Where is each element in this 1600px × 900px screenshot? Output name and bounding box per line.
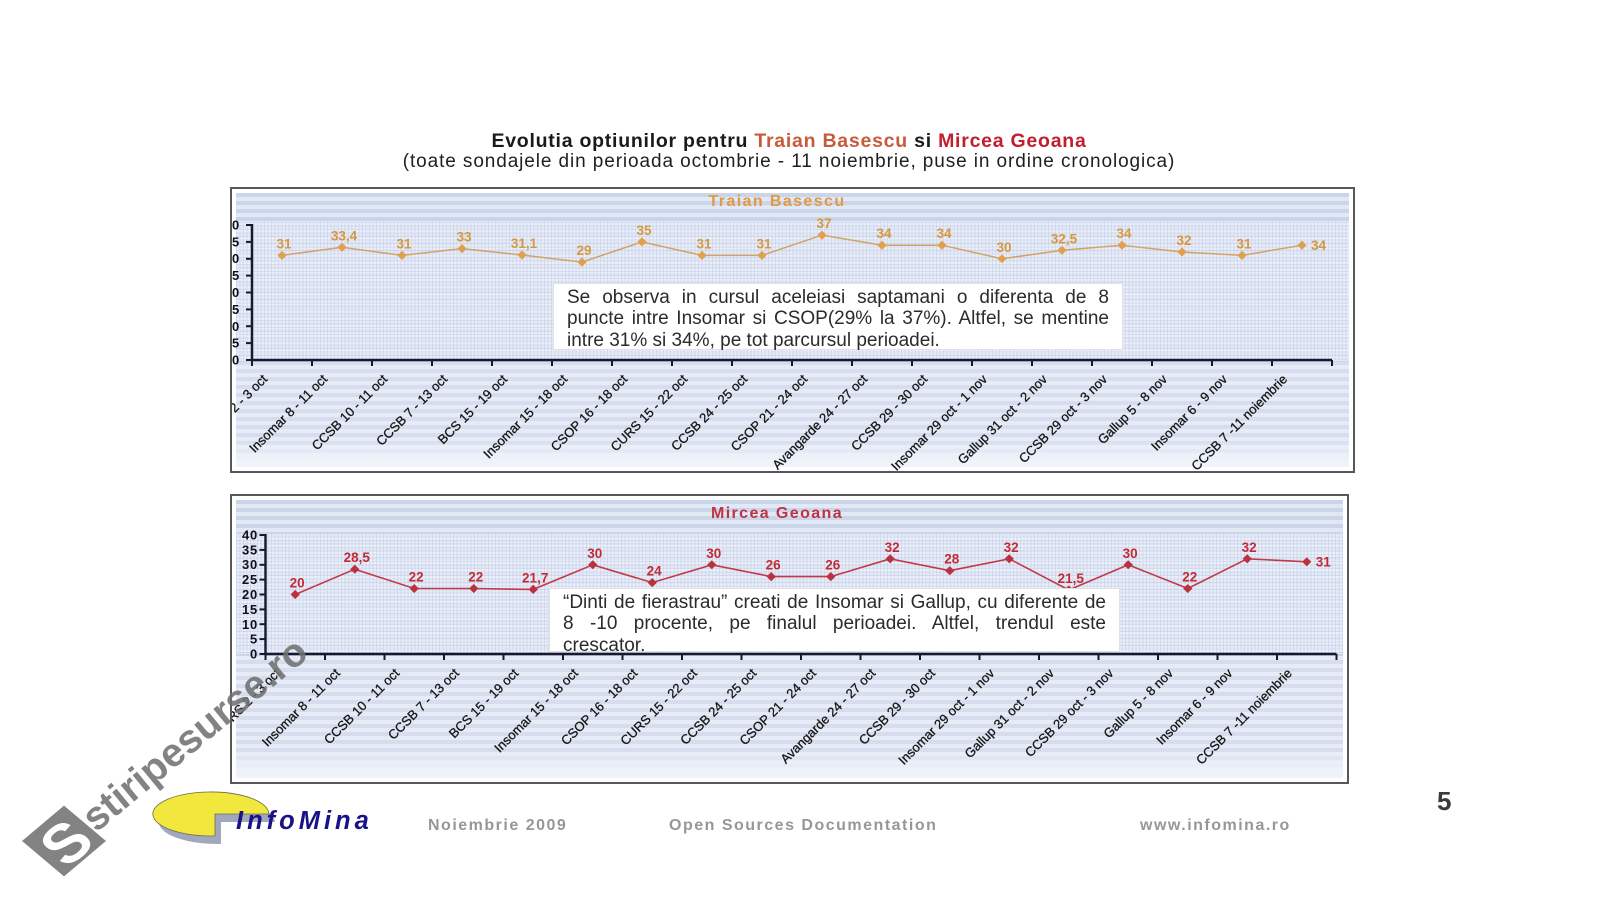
- svg-text:35: 35: [242, 542, 258, 557]
- svg-text:30: 30: [706, 546, 721, 561]
- svg-text:35: 35: [636, 223, 652, 238]
- svg-text:28,5: 28,5: [344, 550, 371, 565]
- svg-text:10: 10: [242, 617, 258, 632]
- svg-text:34: 34: [1116, 226, 1132, 241]
- svg-text:32: 32: [1242, 540, 1257, 555]
- svg-text:34: 34: [876, 226, 892, 241]
- svg-text:25: 25: [230, 268, 240, 283]
- svg-text:35: 35: [230, 234, 240, 249]
- svg-text:21,7: 21,7: [522, 570, 548, 585]
- svg-text:22: 22: [409, 570, 424, 585]
- svg-text:InfoMina: InfoMina: [236, 807, 373, 835]
- svg-text:5: 5: [232, 336, 240, 351]
- svg-text:32: 32: [1004, 540, 1019, 555]
- svg-text:30: 30: [587, 546, 602, 561]
- svg-text:31: 31: [1316, 554, 1332, 569]
- svg-text:31: 31: [1236, 236, 1252, 251]
- svg-text:29: 29: [576, 243, 591, 258]
- svg-text:0: 0: [250, 647, 258, 662]
- svg-text:33: 33: [456, 230, 472, 245]
- svg-text:32: 32: [885, 540, 900, 555]
- svg-text:30: 30: [996, 240, 1011, 255]
- svg-text:20: 20: [290, 576, 305, 591]
- svg-text:34: 34: [1311, 238, 1327, 253]
- svg-text:40: 40: [230, 218, 240, 233]
- svg-text:10: 10: [230, 319, 240, 334]
- svg-text:31,1: 31,1: [511, 236, 538, 251]
- svg-text:32: 32: [1176, 233, 1191, 248]
- svg-text:stiripesurse.ro: stiripesurse.ro: [74, 629, 316, 840]
- svg-text:31: 31: [396, 236, 412, 251]
- svg-text:26: 26: [825, 558, 841, 573]
- svg-text:31: 31: [696, 236, 712, 251]
- svg-text:30: 30: [242, 557, 258, 572]
- svg-text:21,5: 21,5: [1058, 571, 1085, 586]
- svg-text:31: 31: [756, 236, 772, 251]
- svg-text:30: 30: [230, 251, 240, 266]
- svg-text:31: 31: [276, 236, 292, 251]
- svg-text:20: 20: [230, 285, 240, 300]
- svg-text:32,5: 32,5: [1051, 231, 1078, 246]
- svg-text:25: 25: [242, 572, 258, 587]
- svg-text:34: 34: [936, 226, 952, 241]
- svg-text:5: 5: [250, 632, 258, 647]
- svg-text:0: 0: [232, 353, 240, 368]
- svg-text:15: 15: [242, 602, 258, 617]
- svg-text:24: 24: [647, 564, 663, 579]
- svg-text:37: 37: [816, 216, 831, 231]
- svg-text:22: 22: [468, 570, 483, 585]
- svg-text:28: 28: [944, 552, 960, 567]
- svg-text:20: 20: [242, 587, 258, 602]
- svg-text:26: 26: [766, 558, 782, 573]
- svg-text:30: 30: [1123, 546, 1138, 561]
- svg-text:22: 22: [1182, 570, 1197, 585]
- svg-text:15: 15: [230, 302, 240, 317]
- svg-text:40: 40: [242, 528, 258, 543]
- svg-text:33,4: 33,4: [331, 228, 358, 243]
